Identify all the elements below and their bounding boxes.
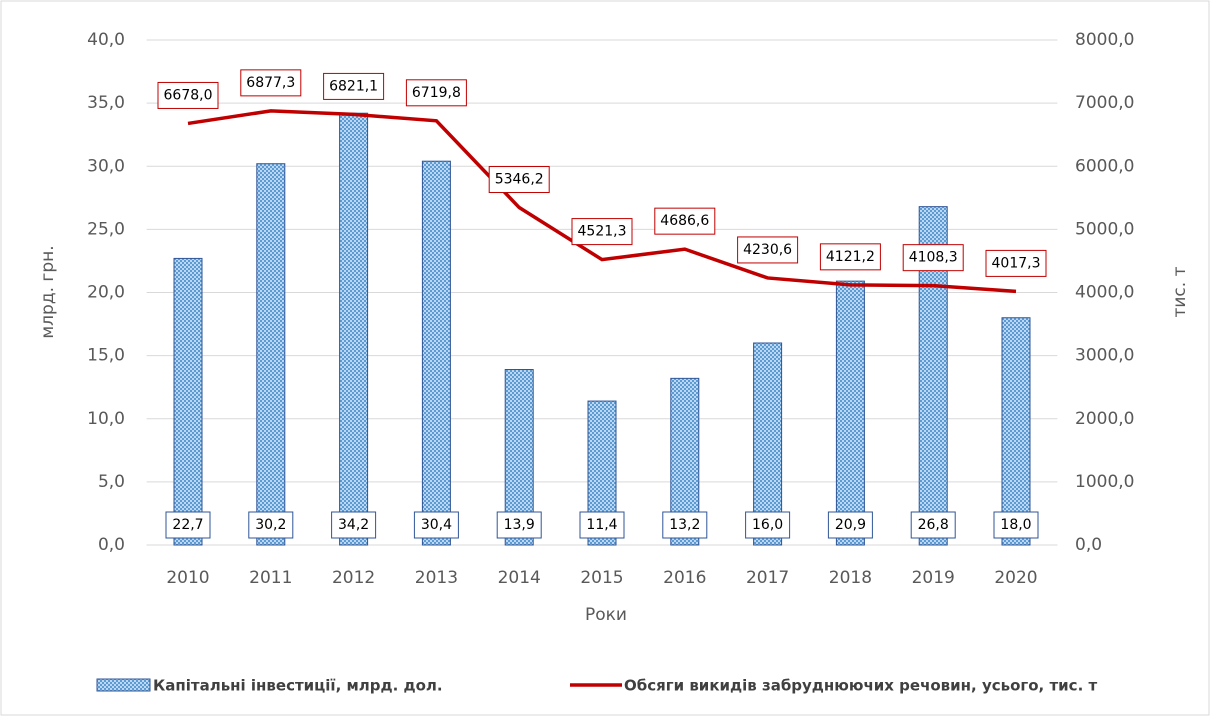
y2-tick-label: 6000,0 — [1075, 156, 1134, 176]
y-tick-label: 25,0 — [87, 219, 125, 239]
data-label: 6821,1 — [329, 78, 378, 94]
data-label-box — [745, 511, 791, 539]
data-label: 13,2 — [669, 517, 700, 533]
data-label: 4121,2 — [826, 249, 875, 265]
data-label: 6877,3 — [246, 75, 295, 91]
data-label-box — [488, 166, 550, 194]
data-label: 6719,8 — [412, 85, 461, 101]
data-label-box — [985, 249, 1047, 277]
x-tick-label: 2018 — [829, 568, 872, 588]
data-label: 34,2 — [338, 517, 369, 533]
data-label-box — [654, 207, 716, 235]
bar — [835, 280, 865, 546]
y-tick-label: 10,0 — [87, 409, 125, 429]
data-label: 4521,3 — [578, 224, 627, 240]
data-label: 4108,3 — [909, 250, 958, 266]
bar — [256, 163, 286, 546]
y2-axis-title: тис. т — [1170, 266, 1190, 317]
y2-tick-label: 8000,0 — [1075, 30, 1134, 50]
data-label: 13,9 — [504, 517, 535, 533]
data-label-box — [662, 511, 708, 539]
legend-label: Обсяги викидів забруднюючих речовин, усь… — [624, 677, 1097, 695]
data-label-box — [323, 72, 385, 100]
data-label-box — [413, 511, 459, 539]
data-label: 4230,6 — [743, 242, 792, 258]
x-tick-label: 2013 — [415, 568, 458, 588]
y-tick-label: 0,0 — [98, 535, 125, 555]
x-tick-label: 2014 — [498, 568, 541, 588]
x-tick-label: 2011 — [249, 568, 292, 588]
data-label: 4017,3 — [992, 255, 1041, 271]
x-tick-label: 2015 — [580, 568, 623, 588]
data-label-box — [405, 79, 467, 107]
data-label: 26,8 — [918, 517, 949, 533]
y2-tick-label: 5000,0 — [1075, 219, 1134, 239]
y2-tick-label: 1000,0 — [1075, 472, 1134, 492]
data-label: 30,2 — [255, 517, 286, 533]
x-tick-label: 2012 — [332, 568, 375, 588]
y-tick-label: 30,0 — [87, 156, 125, 176]
data-label: 18,0 — [1000, 517, 1031, 533]
bar — [339, 112, 369, 546]
data-label-box — [819, 243, 881, 271]
data-label: 11,4 — [586, 517, 617, 533]
data-label-box — [165, 511, 211, 539]
data-label: 22,7 — [172, 517, 203, 533]
data-label: 4686,6 — [660, 213, 709, 229]
data-label-box — [737, 236, 799, 264]
data-label-box — [579, 511, 625, 539]
y2-tick-label: 0,0 — [1075, 535, 1102, 555]
data-label-box — [496, 511, 542, 539]
bar — [173, 257, 203, 546]
y-tick-label: 15,0 — [87, 346, 125, 366]
data-label-box — [157, 81, 219, 109]
data-label-box — [827, 511, 873, 539]
x-tick-label: 2020 — [994, 568, 1037, 588]
data-label-box — [993, 511, 1039, 539]
x-axis-title: Роки — [585, 605, 627, 625]
data-label: 6678,0 — [164, 87, 213, 103]
bar — [421, 160, 451, 546]
legend-swatch — [96, 678, 151, 692]
y-tick-label: 35,0 — [87, 93, 125, 113]
y2-tick-label: 2000,0 — [1075, 409, 1134, 429]
bar — [753, 342, 783, 546]
data-label: 20,9 — [835, 517, 866, 533]
data-label: 16,0 — [752, 517, 783, 533]
data-label: 30,4 — [421, 517, 452, 533]
x-tick-label: 2010 — [166, 568, 209, 588]
y2-tick-label: 3000,0 — [1075, 346, 1134, 366]
data-label-box — [331, 511, 377, 539]
data-label-box — [240, 69, 302, 97]
y-tick-label: 40,0 — [87, 30, 125, 50]
line — [187, 109, 1017, 294]
data-label-box — [902, 244, 964, 272]
legend-label: Капітальні інвестиції, млрд. дол. — [153, 677, 443, 695]
y2-tick-label: 7000,0 — [1075, 93, 1134, 113]
bar — [1001, 317, 1031, 546]
data-label-box — [248, 511, 294, 539]
x-tick-label: 2016 — [663, 568, 706, 588]
x-tick-label: 2017 — [746, 568, 789, 588]
data-label-box — [910, 511, 956, 539]
data-label: 5346,2 — [495, 172, 544, 188]
y2-tick-label: 4000,0 — [1075, 283, 1134, 303]
x-tick-label: 2019 — [912, 568, 955, 588]
y-tick-label: 20,0 — [87, 283, 125, 303]
y-axis-title: млрд. грн. — [38, 245, 58, 338]
data-label-box — [571, 218, 633, 246]
y-tick-label: 5,0 — [98, 472, 125, 492]
